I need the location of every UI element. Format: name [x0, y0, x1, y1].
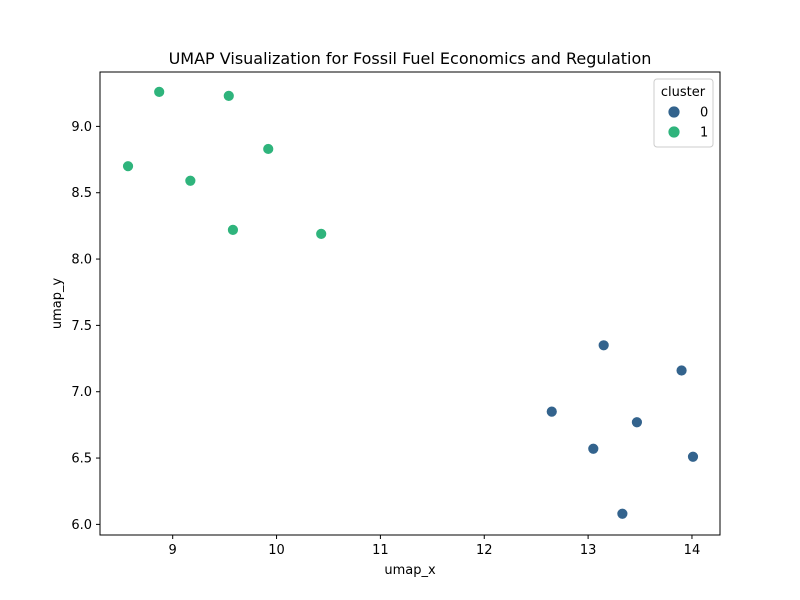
point-cluster-0-6	[616, 507, 629, 520]
point-cluster-1-6	[315, 227, 328, 240]
point-cluster-1-4	[184, 174, 197, 187]
legend: cluster 0 1	[653, 78, 714, 148]
legend-marker-cluster-0	[667, 105, 681, 119]
y-tick-label: 9.0	[71, 120, 92, 135]
x-axis: 9 10 11 12 13 14	[169, 535, 701, 558]
point-cluster-1-0	[153, 85, 166, 98]
x-tick-label: 11	[372, 543, 389, 558]
points-layer	[122, 85, 699, 520]
x-tick-label: 13	[580, 543, 597, 558]
point-cluster-1-1	[222, 89, 235, 102]
point-cluster-0-1	[675, 364, 688, 377]
point-cluster-1-3	[122, 160, 134, 173]
legend-title: cluster	[661, 85, 706, 100]
y-tick-label: 7.0	[71, 385, 92, 400]
x-tick-label: 14	[684, 543, 701, 558]
x-axis-label: umap_x	[384, 563, 436, 578]
point-cluster-1-2	[262, 143, 275, 155]
point-cluster-0-4	[587, 442, 600, 455]
y-tick-label: 8.0	[71, 253, 92, 268]
y-tick-label: 6.5	[71, 452, 92, 467]
y-tick-label: 8.5	[71, 186, 92, 201]
y-tick-label: 6.0	[71, 518, 92, 533]
legend-label-cluster-0: 0	[700, 106, 708, 121]
point-cluster-1-5	[227, 223, 239, 236]
x-tick-label: 9	[169, 543, 177, 558]
x-tick-label: 10	[268, 543, 285, 558]
point-cluster-0-3	[631, 416, 643, 429]
point-cluster-0-0	[597, 339, 610, 352]
plot-frame	[99, 71, 721, 536]
y-tick-label: 7.5	[71, 319, 92, 334]
y-axis-label: umap_y	[50, 278, 65, 330]
chart-title: UMAP Visualization for Fossil Fuel Econo…	[169, 49, 652, 68]
point-cluster-0-5	[687, 450, 699, 463]
legend-marker-cluster-1	[667, 125, 681, 139]
legend-label-cluster-1: 1	[700, 126, 708, 141]
y-axis: 6.0 6.5 7.0 7.5 8.0 8.5 9.0	[71, 120, 100, 533]
x-tick-label: 12	[476, 543, 493, 558]
point-cluster-0-2	[545, 405, 558, 418]
